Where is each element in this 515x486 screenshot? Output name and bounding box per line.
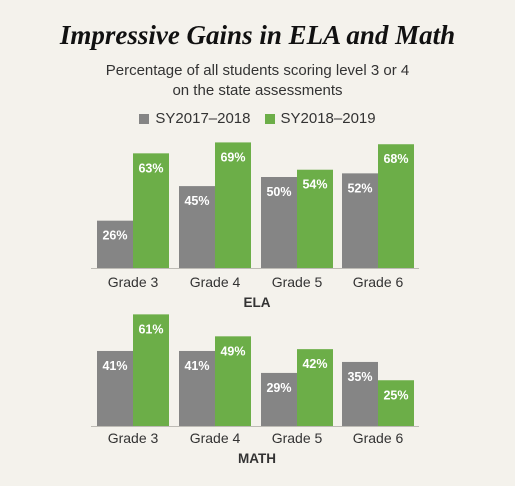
math-bar-grade-3-series2 [133,314,169,426]
ela-data-label: 26% [102,229,127,243]
math-bar-grade-5-series1 [261,372,297,426]
legend-swatch-series1 [139,113,150,124]
math-data-label: 41% [102,359,127,373]
ela-bar-grade-5-series2 [297,169,333,268]
ela-data-label: 45% [184,194,209,208]
ela-tick-label: Grade 5 [272,274,323,290]
math-bar-grade-3-series1 [97,350,133,426]
ela-tick-label: Grade 3 [108,274,159,290]
ela-bar-grade-3-series1 [97,220,133,268]
chart-title: Impressive Gains in ELA and Math [59,20,456,50]
ela-data-label: 68% [383,152,408,166]
math-data-label: 25% [383,388,408,402]
math-bar-grade-4-series1 [179,350,215,426]
ela-bar-grade-4-series1 [179,186,215,268]
legend-item-series2: SY2018–2019 [264,110,376,127]
math-tick-label: Grade 3 [108,430,159,446]
math-data-label: 29% [266,381,291,395]
math-bar-grade-6-series1 [342,361,378,426]
ela-bar-grade-3-series2 [133,153,169,268]
ela-bar-grade-4-series2 [215,142,251,268]
math-bar-grade-6-series2 [378,380,414,426]
ela-tick-label: Grade 4 [190,274,241,290]
legend: SY2017–2018 SY2018–2019 [0,110,515,127]
ela-bar-grade-5-series1 [261,177,297,268]
legend-label-series2: SY2018–2019 [280,110,376,127]
chart-subtitle-line2: on the state assessments [172,82,343,99]
math-panel-title: MATH [238,451,276,466]
ela-data-label: 50% [266,185,291,199]
ela-data-label: 63% [138,161,163,175]
legend-swatch-series2 [264,113,275,124]
ela-data-label: 69% [220,150,245,164]
math-data-label: 61% [138,322,163,336]
ela-data-label: 54% [302,178,327,192]
math-tick-label: Grade 5 [272,430,323,446]
ela-bar-grade-6-series1 [342,173,378,268]
legend-label-series1: SY2017–2018 [155,110,251,127]
math-data-label: 49% [220,344,245,358]
math-data-label: 35% [347,370,372,384]
math-bar-grade-5-series2 [297,349,333,426]
math-tick-label: Grade 4 [190,430,241,446]
ela-bar-grade-6-series2 [378,144,414,268]
math-bar-grade-4-series2 [215,336,251,426]
chart-subtitle-line1: Percentage of all students scoring level… [105,62,410,79]
math-tick-label: Grade 6 [353,430,404,446]
ela-data-label: 52% [347,181,372,195]
ela-tick-label: Grade 6 [353,274,404,290]
ela-panel-title: ELA [244,295,271,310]
legend-item-series1: SY2017–2018 [139,110,251,127]
math-data-label: 42% [302,357,327,371]
math-data-label: 41% [184,359,209,373]
